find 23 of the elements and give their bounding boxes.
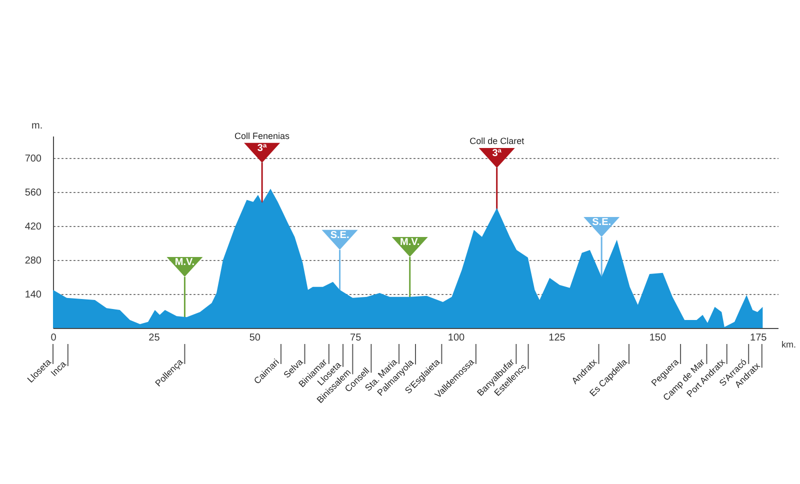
x-tick-label: 0 xyxy=(50,332,57,344)
x-tick-label: 50 xyxy=(249,332,261,344)
y-tick-label: 140 xyxy=(24,289,42,300)
x-tick-label: 175 xyxy=(750,332,768,344)
annotation: 3ª xyxy=(492,148,502,159)
x-axis-title: km. xyxy=(782,340,796,350)
ref-line-label: Coll de Claret xyxy=(470,136,525,146)
x-tick-label: 125 xyxy=(548,332,566,344)
ref-line-label: M.V. xyxy=(400,236,420,248)
ref-line-label: S.E. xyxy=(592,216,612,228)
ref-line-label: S.E. xyxy=(330,230,350,241)
x-tick-label: 25 xyxy=(148,332,160,344)
y-tick-label: 280 xyxy=(24,255,42,266)
y-tick-label: 560 xyxy=(24,187,42,198)
y-tick-label: 700 xyxy=(24,153,42,164)
ref-line-label: Coll Fenenias xyxy=(234,130,290,141)
y-tick-label: 420 xyxy=(24,221,42,232)
x-tick-label: 100 xyxy=(448,332,466,344)
annotation: 3ª xyxy=(257,142,267,154)
y-axis-title: m. xyxy=(32,120,43,132)
x-tick-label: 75 xyxy=(350,332,362,344)
ref-line-label: M.V. xyxy=(174,256,195,268)
x-tick-label: 150 xyxy=(649,332,666,344)
